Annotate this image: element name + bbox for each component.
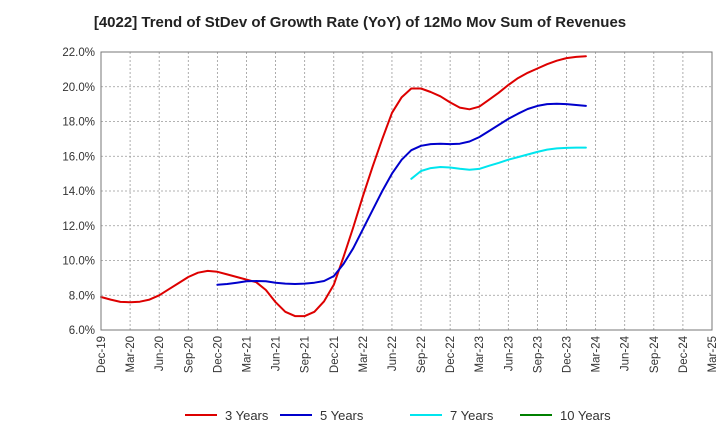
x-tick-label: Mar-20 <box>125 336 137 372</box>
series-lines <box>100 55 587 318</box>
x-tick-label: Dec-21 <box>329 336 341 373</box>
chart-title: [4022] Trend of StDev of Growth Rate (Yo… <box>93 14 627 31</box>
y-tick-label: 6.0% <box>69 325 95 337</box>
x-tick-label: Jun-20 <box>154 336 166 371</box>
x-tick-label: Dec-20 <box>212 336 224 373</box>
x-axis-ticks: Dec-19 Mar-20 Jun-20 Sep-20 Dec-20 Mar-21 Jun-… <box>96 335 719 373</box>
x-tick-label: Sep-20 <box>183 336 195 373</box>
x-tick-label: Dec-24 <box>678 335 690 373</box>
series-line-7-years <box>410 146 587 180</box>
plot-area-border <box>100 51 713 331</box>
series-line-3-years <box>100 55 587 318</box>
x-tick-label: Sep-23 <box>532 336 544 373</box>
y-tick-label: 18.0% <box>62 117 95 129</box>
series-line-5-years <box>216 102 587 286</box>
x-tick-label: Jun-21 <box>271 336 283 371</box>
x-tick-label: Sep-21 <box>300 336 312 373</box>
y-tick-label: 8.0% <box>69 290 95 302</box>
x-tick-label: Mar-23 <box>474 336 486 372</box>
x-tick-label: Dec-22 <box>445 336 457 373</box>
y-tick-label: 16.0% <box>62 151 95 163</box>
legend-label: 5 Years <box>320 408 364 423</box>
y-tick-label: 22.0% <box>62 47 95 59</box>
x-tick-label: Jun-22 <box>387 336 399 371</box>
x-tick-label: Mar-25 <box>707 336 719 372</box>
y-axis-ticks: 6.0% 8.0% 10.0% 12.0% 14.0% 16.0% 18.0% 20.0% 22… <box>62 47 95 337</box>
x-tick-label: Jun-24 <box>620 335 632 371</box>
x-tick-label: Dec-23 <box>562 336 574 373</box>
x-tick-label: Jun-23 <box>503 336 515 371</box>
legend-label: 3 Years <box>225 408 269 423</box>
y-tick-label: 14.0% <box>62 186 95 198</box>
legend: 3 Years 5 Years 7 Years 10 Years <box>185 408 611 423</box>
legend-label: 7 Years <box>450 408 494 423</box>
x-tick-label: Mar-24 <box>591 335 603 372</box>
x-tick-label: Dec-19 <box>96 336 108 373</box>
legend-label: 10 Years <box>560 408 611 423</box>
y-tick-label: 10.0% <box>62 256 95 268</box>
x-tick-label: Sep-22 <box>416 336 428 373</box>
y-tick-label: 12.0% <box>62 221 95 233</box>
x-tick-label: Mar-21 <box>241 336 253 372</box>
x-tick-label: Sep-24 <box>649 335 661 373</box>
y-tick-label: 20.0% <box>62 82 95 94</box>
x-tick-label: Mar-22 <box>358 336 370 372</box>
grid-lines <box>101 52 712 330</box>
